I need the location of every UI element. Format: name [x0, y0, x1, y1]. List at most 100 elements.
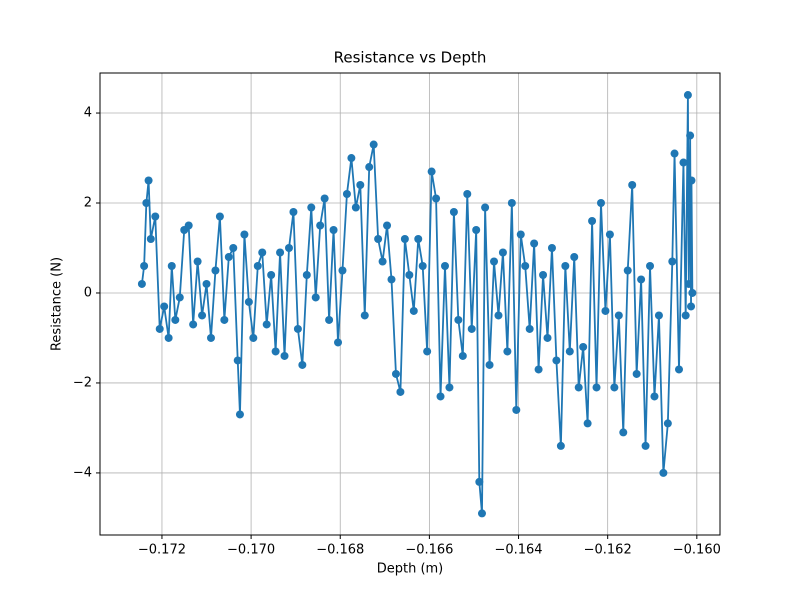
data-point [458, 351, 467, 360]
data-point [525, 324, 534, 333]
data-point [307, 203, 316, 212]
data-point [467, 324, 476, 333]
data-point [623, 266, 632, 275]
data-point [198, 311, 207, 320]
data-point [215, 212, 224, 221]
data-point [507, 199, 516, 208]
data-point [472, 225, 481, 234]
data-point [574, 383, 583, 392]
data-point [503, 347, 512, 356]
data-point [253, 261, 262, 270]
data-point [605, 230, 614, 239]
data-point [454, 315, 463, 324]
data-point [391, 369, 400, 378]
data-point [641, 441, 650, 450]
data-point [342, 190, 351, 199]
plot-frame [99, 72, 721, 536]
data-point [267, 270, 276, 279]
data-point [387, 275, 396, 284]
data-point [632, 369, 641, 378]
data-point [409, 306, 418, 315]
data-point [423, 347, 432, 356]
data-point [140, 261, 149, 270]
data-point [687, 302, 696, 311]
data-point [374, 234, 383, 243]
data-point [229, 243, 238, 252]
data-point [596, 199, 605, 208]
data-point [293, 324, 302, 333]
data-point [351, 203, 360, 212]
data-point [316, 221, 325, 230]
data-point [521, 261, 530, 270]
data-point [284, 243, 293, 252]
data-point [490, 257, 499, 266]
data-point [445, 383, 454, 392]
data-point [592, 383, 601, 392]
data-point [356, 181, 365, 190]
data-point [302, 270, 311, 279]
data-point [320, 194, 329, 203]
data-point [137, 279, 146, 288]
data-point [193, 257, 202, 266]
data-point [400, 234, 409, 243]
data-point [258, 248, 267, 257]
data-point [610, 383, 619, 392]
plot-area [137, 91, 697, 518]
y-axis-label: Resistance (N) [50, 257, 65, 351]
data-point [360, 311, 369, 320]
y-tick-label: 2 [84, 196, 92, 211]
data-point [646, 261, 655, 270]
data-point [637, 275, 646, 284]
data-point [654, 311, 663, 320]
data-point [334, 338, 343, 347]
data-point [298, 360, 307, 369]
data-point [475, 477, 484, 486]
data-point [601, 306, 610, 315]
data-point [144, 176, 153, 185]
data-point [325, 315, 334, 324]
data-point [570, 252, 579, 261]
y-tick-label: −4 [73, 465, 92, 480]
data-point [543, 333, 552, 342]
data-point [674, 365, 683, 374]
data-point [679, 158, 688, 167]
data-point [659, 468, 668, 477]
data-point [670, 149, 679, 158]
data-point [498, 248, 507, 257]
data-point [220, 315, 229, 324]
data-point [663, 419, 672, 428]
data-point [311, 293, 320, 302]
data-point [432, 194, 441, 203]
x-axis-label: Depth (m) [377, 562, 444, 577]
data-point [539, 270, 548, 279]
data-point [164, 333, 173, 342]
data-point [681, 311, 690, 320]
y-tick-label: −2 [73, 375, 92, 390]
data-point [516, 230, 525, 239]
data-point [463, 190, 472, 199]
data-point [202, 279, 211, 288]
data-point [418, 261, 427, 270]
data-point [534, 365, 543, 374]
data-point [233, 356, 242, 365]
data-point [405, 270, 414, 279]
data-point [160, 302, 169, 311]
data-point [427, 167, 436, 176]
data-point [142, 199, 151, 208]
x-tick-label: −0.164 [494, 543, 542, 558]
data-point [477, 509, 486, 518]
x-tick-label: −0.172 [138, 543, 186, 558]
x-tick-label: −0.160 [673, 543, 721, 558]
chart-title: Resistance vs Depth [334, 49, 487, 67]
data-point [561, 261, 570, 270]
data-point [329, 225, 338, 234]
data-point [530, 239, 539, 248]
data-point [436, 392, 445, 401]
data-point [240, 230, 249, 239]
data-point [244, 297, 253, 306]
data-point [552, 356, 561, 365]
x-tick-label: −0.170 [227, 543, 275, 558]
data-point [565, 347, 574, 356]
x-tick-label: −0.166 [405, 543, 453, 558]
